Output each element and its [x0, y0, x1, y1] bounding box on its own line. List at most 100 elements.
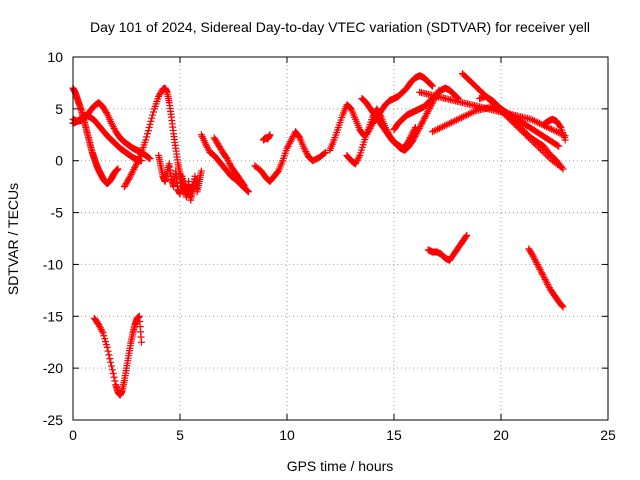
data-point: [559, 303, 567, 311]
data-point: [534, 119, 542, 127]
data-point: [412, 131, 420, 139]
data-point: [126, 172, 134, 180]
data-point: [131, 162, 139, 170]
data-point: [528, 251, 536, 259]
data-point: [102, 109, 110, 117]
y-tick-label: 10: [47, 49, 63, 65]
series-arc-h: [259, 131, 274, 144]
data-point: [204, 145, 212, 153]
series-arc-d: [120, 84, 201, 198]
data-point: [539, 272, 547, 280]
data-point: [532, 257, 540, 265]
data-point: [128, 169, 136, 177]
data-point: [302, 148, 310, 156]
data-point: [463, 231, 471, 239]
x-tick-label: 10: [279, 427, 295, 443]
data-point: [466, 109, 474, 117]
data-point: [114, 165, 122, 173]
data-point: [541, 275, 549, 283]
series-arc-s: [90, 312, 145, 399]
data-point: [322, 148, 330, 156]
data-point: [535, 264, 543, 272]
data-point: [127, 170, 135, 178]
data-point: [437, 124, 445, 132]
data-point: [109, 123, 117, 131]
y-tick-label: 5: [55, 101, 63, 117]
data-point: [274, 168, 282, 176]
data-point: [542, 277, 550, 285]
x-tick-label: 15: [386, 427, 402, 443]
data-point: [470, 108, 478, 116]
data-point: [125, 174, 133, 182]
data-point: [98, 327, 106, 335]
data-point: [301, 146, 309, 154]
data-point: [197, 167, 205, 175]
data-point: [300, 144, 308, 152]
chart-title: Day 101 of 2024, Sidereal Day-to-day VTE…: [90, 19, 590, 35]
data-point: [410, 134, 418, 142]
data-point: [104, 347, 112, 355]
data-point: [533, 259, 541, 267]
x-tick-label: 20: [493, 427, 509, 443]
data-point: [451, 117, 459, 125]
data-point: [424, 108, 432, 116]
data-point: [97, 326, 105, 334]
data-point: [284, 143, 292, 151]
data-point: [418, 119, 426, 127]
data-point: [536, 265, 544, 273]
data-point: [422, 111, 430, 119]
data-point: [416, 123, 424, 131]
data-point: [149, 108, 157, 116]
data-point: [429, 82, 437, 90]
data-point: [534, 262, 542, 270]
data-point: [461, 112, 469, 120]
data-point: [145, 124, 153, 132]
data-point: [413, 129, 421, 137]
data-point: [415, 124, 423, 132]
plot-frame: [72, 56, 609, 421]
data-point: [108, 362, 116, 370]
data-point: [111, 377, 119, 385]
data-point: [108, 119, 116, 127]
data-point: [345, 103, 353, 111]
data-point: [144, 127, 152, 135]
series-arc-a: [69, 84, 122, 188]
data-point: [146, 120, 154, 128]
series-arc-e: [155, 152, 205, 204]
data-point: [409, 136, 417, 144]
series-arc-i: [251, 128, 330, 185]
data-point: [145, 154, 153, 162]
series-arc-g: [210, 134, 248, 190]
data-point: [411, 133, 419, 141]
data-point: [243, 186, 251, 194]
data-point: [355, 153, 363, 161]
data-point: [223, 155, 231, 163]
y-tick-label: -20: [43, 360, 63, 376]
data-point: [456, 114, 464, 122]
data-point: [531, 255, 539, 263]
series-arc-j: [326, 72, 437, 154]
data-point: [462, 233, 470, 241]
data-point: [129, 167, 137, 175]
data-point: [452, 93, 460, 101]
series-arc-p: [458, 70, 563, 150]
data-point: [131, 164, 139, 172]
data-point: [95, 321, 103, 329]
data-point: [551, 127, 559, 135]
data-point: [288, 134, 296, 142]
data-point: [240, 182, 248, 190]
y-tick-label: -25: [43, 412, 63, 428]
data-point: [142, 136, 150, 144]
data-point: [109, 370, 117, 378]
data-point: [435, 124, 443, 132]
data-point: [148, 114, 156, 122]
x-tick-label: 5: [176, 427, 184, 443]
series-layer: [69, 70, 569, 399]
data-point: [458, 114, 466, 122]
data-point: [549, 126, 557, 134]
data-point: [558, 302, 566, 310]
tick-layer: 0 5 10 15 20 25 -25 -20 -15 -10 -5 0 5 10: [43, 49, 616, 443]
data-point: [559, 165, 567, 173]
data-point: [286, 138, 294, 146]
